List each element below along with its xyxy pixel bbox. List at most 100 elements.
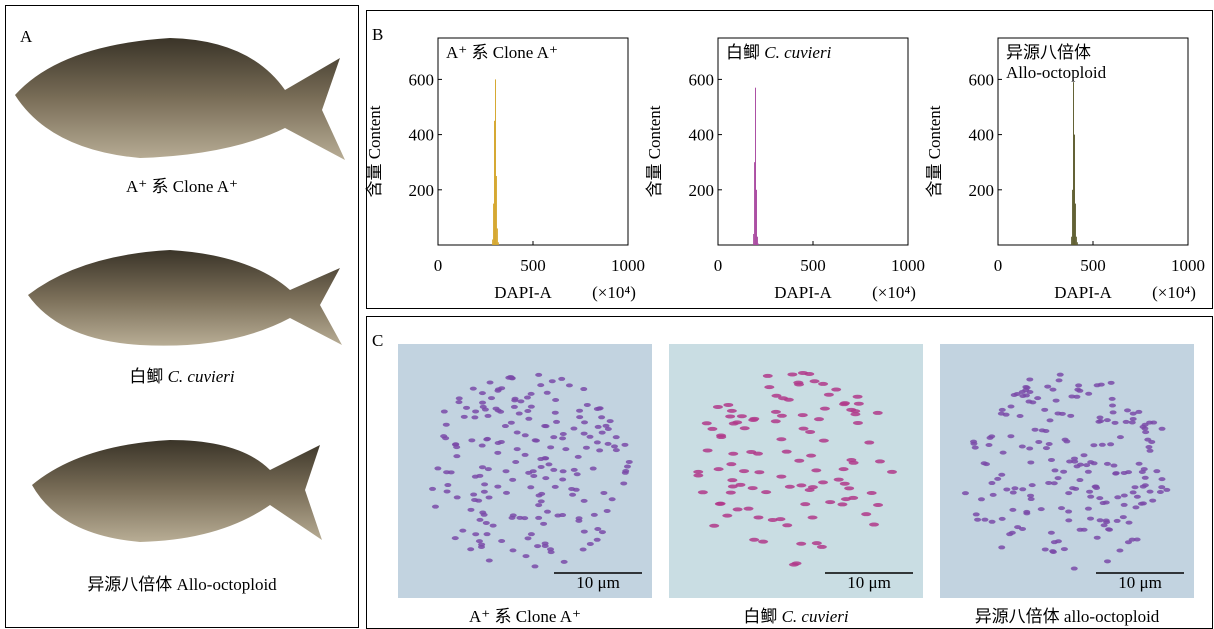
chromosome: [586, 541, 594, 546]
chromosome: [1141, 426, 1149, 431]
chromosome: [580, 431, 588, 436]
chromosome: [797, 370, 808, 375]
chromosome: [693, 473, 704, 478]
chromosome: [1069, 486, 1077, 491]
chromosome: [476, 517, 484, 522]
chromosome: [444, 483, 452, 488]
chromosome: [1031, 427, 1039, 432]
chromosome: [981, 517, 989, 522]
x-axis-label: DAPI-A: [774, 283, 832, 302]
chromosome: [485, 495, 493, 500]
chromosome: [1065, 491, 1073, 496]
chromosome: [1019, 487, 1027, 492]
chromosome: [478, 391, 486, 396]
chromosome: [1061, 437, 1069, 442]
chromosome: [621, 442, 629, 447]
karyotype-photo: [669, 344, 923, 598]
histogram-bar: [753, 233, 755, 245]
chromosome: [1138, 469, 1146, 474]
chromosome: [728, 451, 739, 456]
chromosome: [886, 469, 897, 474]
chromosome: [1084, 469, 1092, 474]
chromosome: [739, 469, 750, 474]
chromosome: [1049, 549, 1057, 554]
chromosome: [535, 503, 543, 508]
chromosome: [455, 396, 463, 401]
chromosome: [797, 413, 808, 418]
chromosome: [761, 490, 772, 495]
scale-label: 10 μm: [847, 573, 891, 592]
chromosome: [1146, 420, 1154, 425]
chromosome: [999, 450, 1007, 455]
chromosome: [1060, 547, 1068, 552]
chromosome: [470, 492, 478, 497]
chromosome: [1120, 502, 1128, 507]
chromosome: [507, 374, 515, 379]
chromosome: [725, 414, 736, 419]
chromosome: [1099, 501, 1107, 506]
chromosome: [547, 547, 555, 552]
chromosome: [478, 542, 486, 547]
chromosome: [482, 520, 490, 525]
chromosome: [1027, 460, 1035, 465]
chromosome: [1026, 377, 1034, 382]
x-tick-label: 500: [520, 256, 546, 275]
chromosome: [467, 547, 475, 552]
chromosome: [521, 516, 529, 521]
chromosome: [852, 394, 863, 399]
chromosome: [620, 481, 628, 486]
chromosome: [551, 484, 559, 489]
chromosome: [485, 558, 493, 563]
x-tick-label: 500: [1080, 256, 1106, 275]
caption: 白鲫 C. cuvieri: [129, 367, 235, 386]
karyotype-photo: [940, 344, 1194, 598]
chromosome: [1129, 490, 1137, 495]
x-tick-label: 0: [994, 256, 1003, 275]
chromosome: [725, 490, 736, 495]
chromosome: [874, 459, 885, 464]
chromosome: [872, 410, 883, 415]
histogram-bar: [756, 236, 758, 245]
y-axis-label: 含量 Content: [365, 105, 384, 197]
chromosome: [581, 420, 589, 425]
chromosome: [713, 467, 724, 472]
caption-part: C. cuvieri: [782, 607, 849, 626]
chromosome: [823, 392, 834, 397]
chromosome: [541, 423, 549, 428]
chromosome: [558, 376, 566, 381]
chromosome: [573, 472, 581, 477]
chromosome: [537, 383, 545, 388]
chromosome: [1146, 448, 1154, 453]
chromosome: [594, 527, 602, 532]
caption-part: 异源八倍体 Allo-octoploid: [87, 575, 277, 594]
chromosome: [1056, 372, 1064, 377]
histogram-bar: [493, 203, 495, 245]
chromosome: [1153, 469, 1161, 474]
chromosome: [784, 484, 795, 489]
chromosome: [723, 402, 734, 407]
chromosome: [715, 501, 726, 506]
chromosome: [869, 522, 880, 527]
chromosome: [1158, 485, 1166, 490]
chromosome: [712, 404, 723, 409]
chromosome: [545, 462, 553, 467]
chromosome: [1122, 419, 1130, 424]
chromosome: [527, 391, 535, 396]
chromosome: [1135, 409, 1143, 414]
chromosome: [831, 387, 842, 392]
chromosome: [593, 537, 601, 542]
chromosome: [1034, 396, 1042, 401]
chromosome: [453, 495, 461, 500]
chromosome: [1093, 535, 1101, 540]
chromosome: [475, 539, 483, 544]
chromosome: [1084, 506, 1092, 511]
chromosome: [484, 436, 492, 441]
caption-part: A⁺ 系 Clone A⁺: [469, 607, 581, 626]
chromosome: [530, 473, 538, 478]
chromosome: [998, 545, 1006, 550]
chromosome: [1086, 489, 1094, 494]
y-tick-label: 400: [409, 126, 435, 145]
chromosome: [1076, 527, 1084, 532]
chromosome: [604, 441, 612, 446]
chromosome: [848, 460, 859, 465]
